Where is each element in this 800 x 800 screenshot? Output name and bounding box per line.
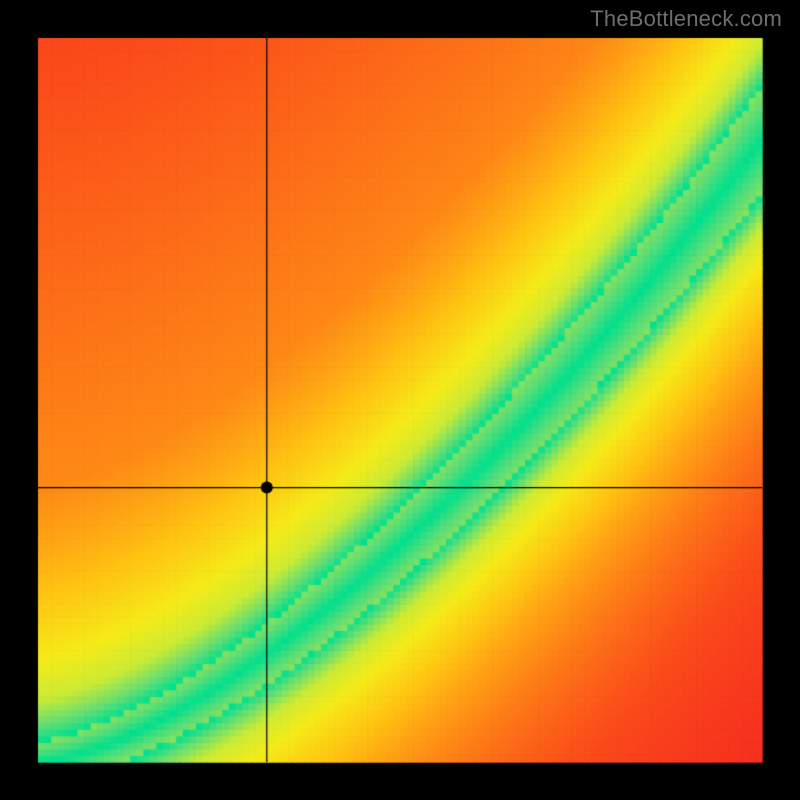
bottleneck-heatmap <box>0 0 800 800</box>
chart-container: TheBottleneck.com <box>0 0 800 800</box>
watermark-text: TheBottleneck.com <box>590 6 782 32</box>
